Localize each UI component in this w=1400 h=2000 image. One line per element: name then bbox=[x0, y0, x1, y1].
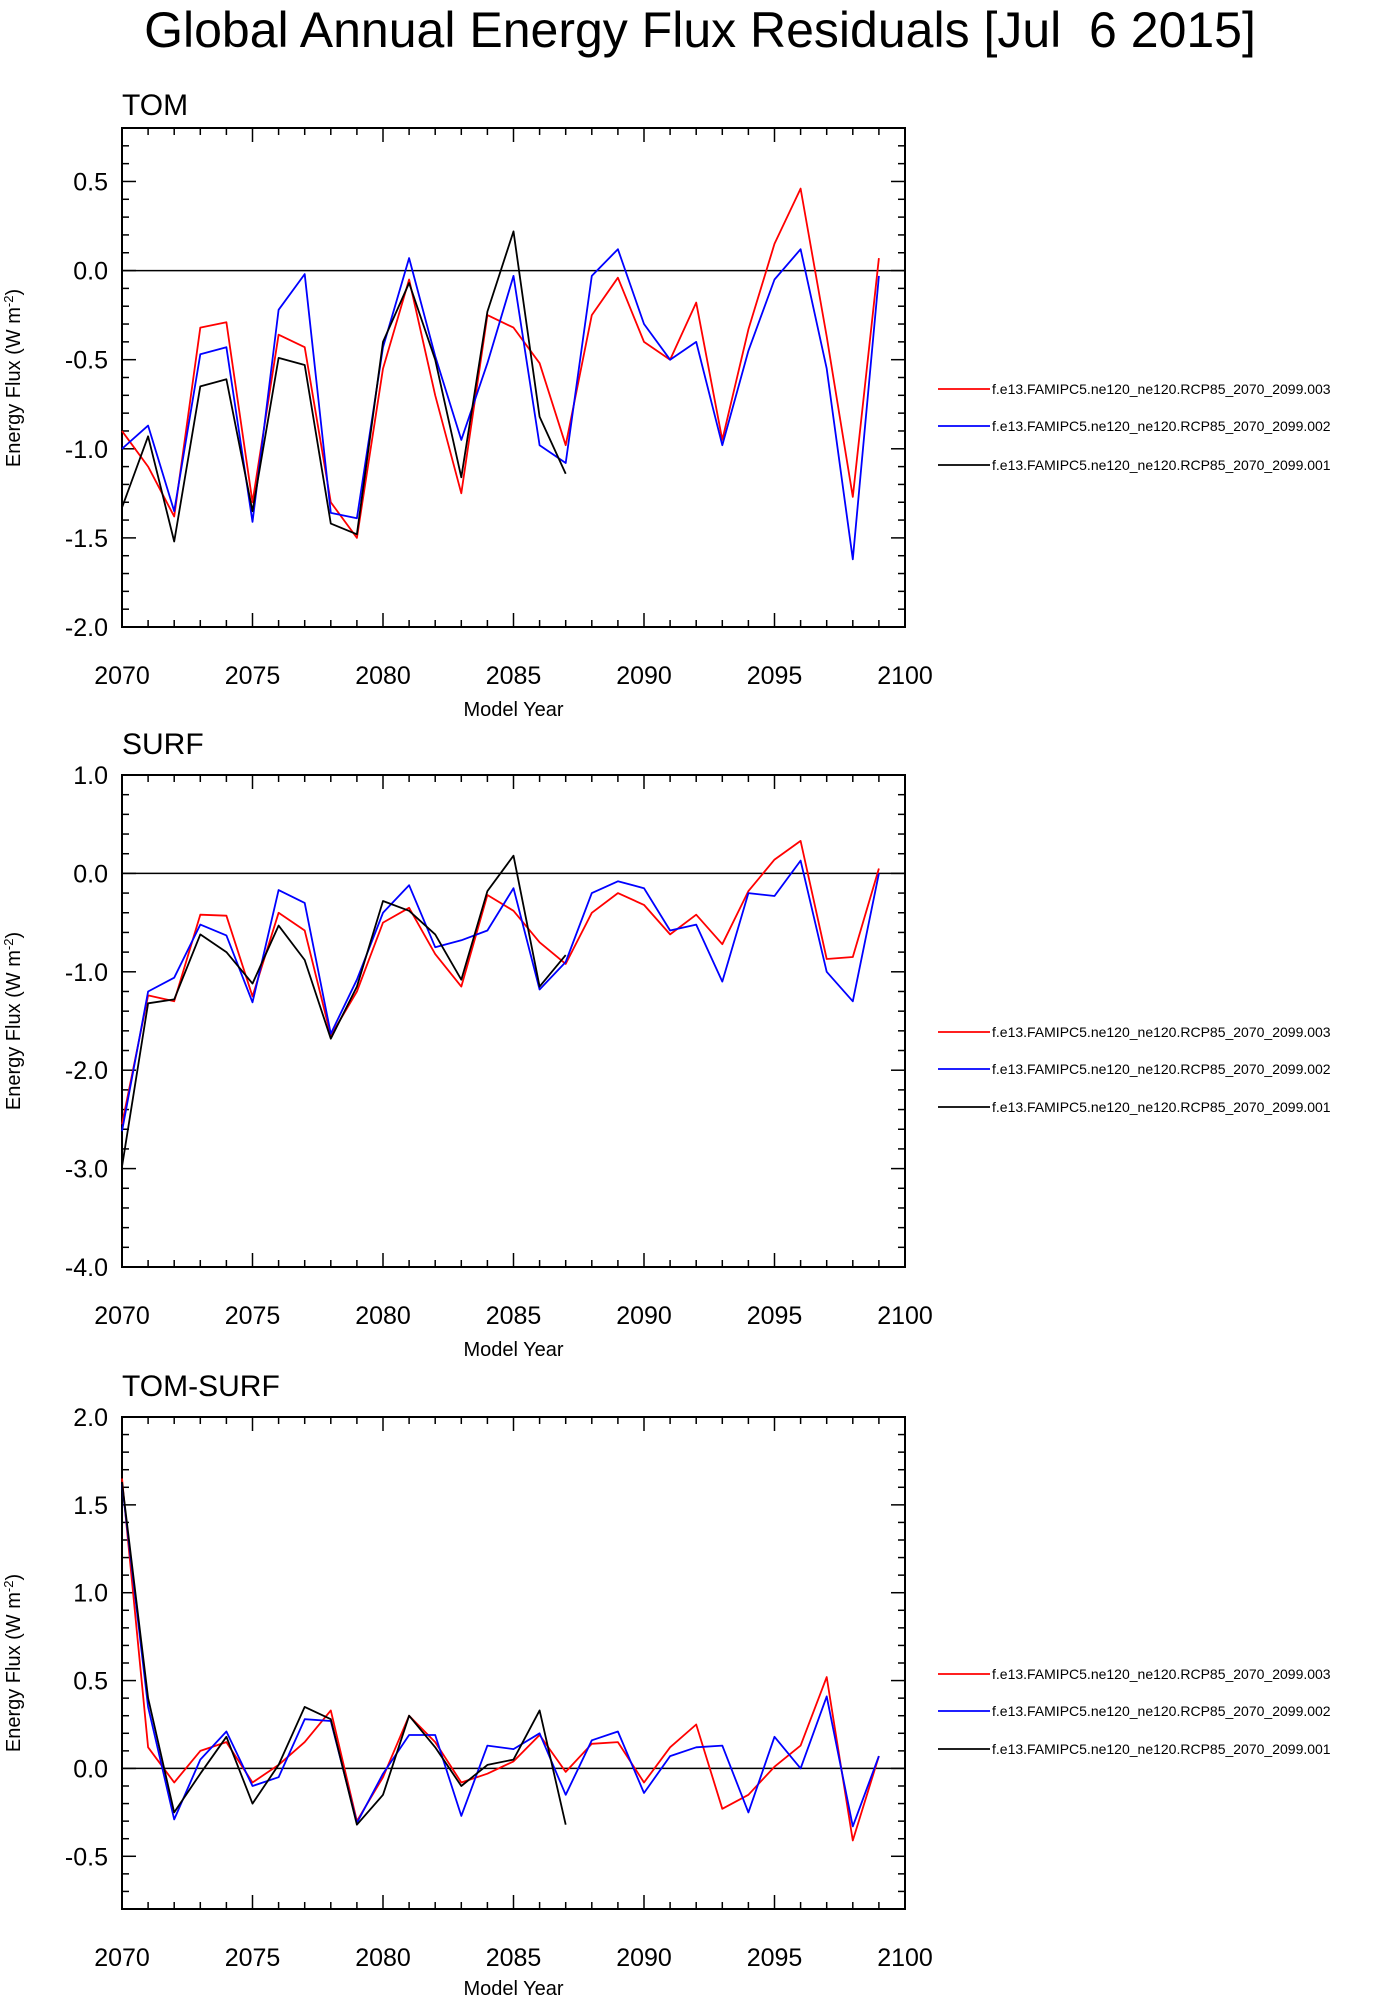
legend-label: f.e13.FAMIPC5.ne120_ne120.RCP85_2070_209… bbox=[992, 1741, 1331, 1757]
x-tick-label: 2070 bbox=[94, 662, 150, 690]
x-tick-label: 2095 bbox=[747, 1944, 803, 1972]
x-tick-label: 2075 bbox=[225, 662, 281, 690]
x-tick-label: 2095 bbox=[747, 1302, 803, 1330]
x-tick-label: 2090 bbox=[616, 1302, 672, 1330]
y-axis-title: Energy Flux (W m-2) bbox=[1, 1574, 25, 1752]
plot-frame bbox=[121, 1416, 906, 1910]
legend-label: f.e13.FAMIPC5.ne120_ne120.RCP85_2070_209… bbox=[992, 1703, 1331, 1719]
y-tick-label: -4.0 bbox=[65, 1254, 108, 1282]
y-tick-label: 0.5 bbox=[73, 168, 108, 196]
y-tick-label: -2.0 bbox=[65, 1057, 108, 1085]
y-tick-label: 2.0 bbox=[73, 1404, 108, 1432]
legend-label: f.e13.FAMIPC5.ne120_ne120.RCP85_2070_209… bbox=[992, 1099, 1331, 1115]
panel-title: TOM bbox=[122, 89, 188, 122]
y-tick-label: 1.0 bbox=[73, 1580, 108, 1608]
y-tick-label: -0.5 bbox=[65, 1843, 108, 1871]
series-line-001 bbox=[121, 854, 567, 1167]
x-axis-title: Model Year bbox=[463, 1339, 563, 1361]
x-tick-label: 2075 bbox=[225, 1944, 281, 1972]
legend-label: f.e13.FAMIPC5.ne120_ne120.RCP85_2070_209… bbox=[992, 457, 1331, 473]
series-line-001 bbox=[121, 1481, 567, 1826]
panel-surf: SURF 2070 2075 2080 2085 2090 2095 2100 1.0 0.0 -1… bbox=[1, 728, 1331, 1361]
panel-tom: TOM 2070 2075 2080 2085 2090 2095 2100 0.5 0.0 -0.… bbox=[1, 89, 1331, 721]
panel-tom-surf: TOM-SURF 2070 2075 2080 2085 2090 2095 2100 2.0 1… bbox=[1, 1370, 1331, 2000]
y-tick-label: -1.0 bbox=[65, 436, 108, 464]
y-tick-label: -2.0 bbox=[65, 614, 108, 642]
x-tick-label: 2100 bbox=[877, 1302, 933, 1330]
x-tick-label: 2090 bbox=[616, 662, 672, 690]
legend-label: f.e13.FAMIPC5.ne120_ne120.RCP85_2070_209… bbox=[992, 1024, 1331, 1040]
x-tick-label: 2080 bbox=[355, 662, 411, 690]
x-tick-label: 2100 bbox=[877, 1944, 933, 1972]
x-tick-label: 2090 bbox=[616, 1944, 672, 1972]
series-line-002 bbox=[121, 1483, 880, 1828]
y-tick-label: 0.0 bbox=[73, 860, 108, 888]
panel-title: SURF bbox=[122, 728, 204, 761]
y-tick-label: -1.5 bbox=[65, 525, 108, 553]
x-tick-label: 2100 bbox=[877, 662, 933, 690]
series-line-003 bbox=[121, 1478, 880, 1842]
plot-frame bbox=[121, 127, 906, 628]
series-line-002 bbox=[121, 248, 880, 561]
y-tick-label: 0.0 bbox=[73, 1755, 108, 1783]
x-axis-title: Model Year bbox=[463, 699, 563, 721]
y-tick-label: 1.0 bbox=[73, 762, 108, 790]
legend-label: f.e13.FAMIPC5.ne120_ne120.RCP85_2070_209… bbox=[992, 418, 1331, 434]
y-tick-label: 1.5 bbox=[73, 1492, 108, 1520]
x-tick-label: 2085 bbox=[486, 1944, 542, 1972]
y-tick-label: 0.5 bbox=[73, 1668, 108, 1696]
series-line-003 bbox=[121, 840, 880, 1125]
x-tick-label: 2085 bbox=[486, 1302, 542, 1330]
y-tick-label: -1.0 bbox=[65, 959, 108, 987]
y-tick-label: -0.5 bbox=[65, 347, 108, 375]
page-title: Global Annual Energy Flux Residuals [Jul… bbox=[144, 2, 1256, 58]
x-tick-label: 2070 bbox=[94, 1944, 150, 1972]
y-axis-title: Energy Flux (W m-2) bbox=[1, 932, 25, 1110]
x-tick-label: 2095 bbox=[747, 662, 803, 690]
legend-label: f.e13.FAMIPC5.ne120_ne120.RCP85_2070_209… bbox=[992, 1666, 1331, 1682]
legend-label: f.e13.FAMIPC5.ne120_ne120.RCP85_2070_209… bbox=[992, 381, 1331, 397]
plot-frame bbox=[121, 774, 906, 1268]
x-tick-label: 2080 bbox=[355, 1302, 411, 1330]
x-tick-label: 2085 bbox=[486, 662, 542, 690]
y-axis-title: Energy Flux (W m-2) bbox=[1, 289, 25, 467]
y-tick-label: -3.0 bbox=[65, 1156, 108, 1184]
x-tick-label: 2070 bbox=[94, 1302, 150, 1330]
series-line-001 bbox=[121, 230, 567, 543]
y-tick-label: 0.0 bbox=[73, 258, 108, 286]
series-line-003 bbox=[121, 187, 880, 539]
x-tick-label: 2080 bbox=[355, 1944, 411, 1972]
x-axis-title: Model Year bbox=[463, 1978, 563, 2000]
panel-title: TOM-SURF bbox=[122, 1370, 280, 1403]
legend-label: f.e13.FAMIPC5.ne120_ne120.RCP85_2070_209… bbox=[992, 1061, 1331, 1077]
series-line-002 bbox=[121, 859, 880, 1132]
x-tick-label: 2075 bbox=[225, 1302, 281, 1330]
